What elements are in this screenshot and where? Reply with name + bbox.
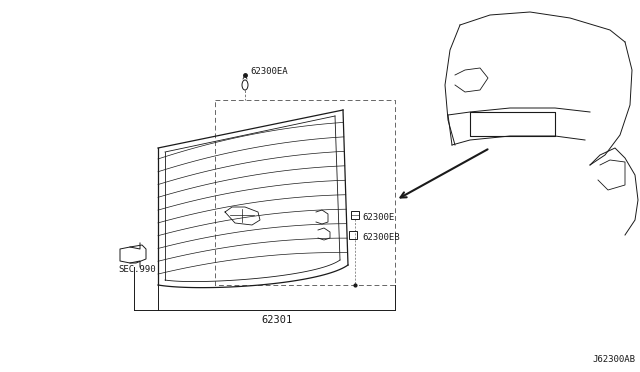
Text: J62300AB: J62300AB [592, 356, 635, 365]
Text: SEC.990: SEC.990 [118, 266, 156, 275]
Bar [351, 211, 359, 219]
Text: 62300EB: 62300EB [362, 234, 399, 243]
Text: 62301: 62301 [261, 315, 292, 325]
Text: 62300EA: 62300EA [250, 67, 287, 77]
Bar [349, 231, 357, 239]
Text: 62300E: 62300E [362, 214, 394, 222]
